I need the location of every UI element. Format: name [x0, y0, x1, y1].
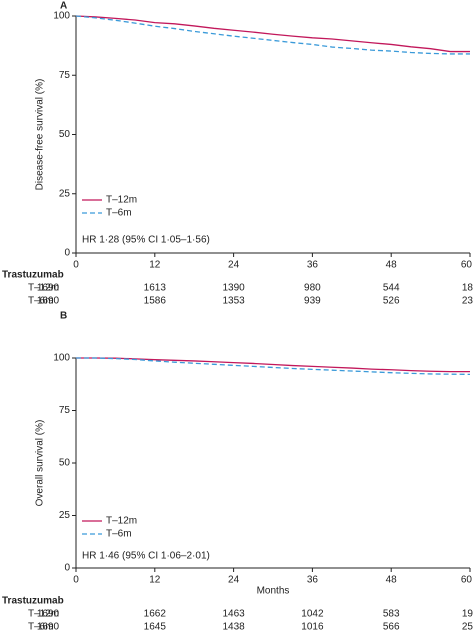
survival-curve	[76, 357, 470, 373]
y-tick-label: 25	[59, 510, 71, 521]
risk-count: 566	[383, 622, 400, 630]
risk-table-title: Trastuzumab	[2, 596, 64, 607]
risk-count: 1438	[222, 622, 245, 630]
annotation: HR 1·28 (95% CI 1·05–1·56)	[82, 235, 210, 246]
y-axis-label: Disease-free survival (%)	[35, 79, 46, 191]
x-tick-label: 12	[149, 260, 161, 271]
risk-count: 1390	[222, 283, 245, 294]
x-tick-label: 24	[228, 575, 240, 586]
risk-count: 583	[383, 609, 400, 620]
panel-label: B	[60, 311, 67, 322]
survival-curve	[75, 15, 470, 53]
y-tick-label: 0	[64, 563, 70, 574]
panel-label: A	[60, 1, 67, 12]
risk-count: 1645	[144, 622, 167, 630]
y-tick-label: 25	[59, 188, 71, 199]
risk-count: 526	[383, 296, 400, 307]
y-tick-label: 75	[59, 405, 71, 416]
y-tick-label: 100	[53, 11, 70, 22]
x-tick-label: 36	[307, 260, 319, 271]
risk-count: 1690	[37, 296, 60, 307]
x-tick-label: 0	[73, 575, 79, 586]
y-tick-label: 50	[59, 458, 71, 469]
y-tick-label: 0	[64, 248, 70, 259]
risk-count: 1586	[144, 296, 167, 307]
survival-curve	[76, 357, 471, 376]
risk-row-name: T–12m	[28, 609, 59, 620]
risk-count: 25	[462, 622, 474, 630]
risk-count: 980	[304, 283, 321, 294]
y-axis-label: Overall survival (%)	[35, 420, 46, 507]
x-axis-label: Months	[257, 586, 290, 597]
risk-count: 23	[462, 296, 474, 307]
legend-label: T–6m	[106, 529, 132, 540]
y-tick-label: 50	[59, 129, 71, 140]
legend-label: T–6m	[106, 208, 132, 219]
x-tick-label: 0	[73, 260, 79, 271]
risk-count: 1690	[37, 283, 60, 294]
survival-curve	[75, 15, 470, 55]
y-tick-label: 100	[53, 353, 70, 364]
risk-row-name: T–6m	[28, 296, 54, 307]
x-tick-label: 12	[149, 575, 161, 586]
risk-count: 1613	[144, 283, 167, 294]
risk-count: 18	[462, 283, 474, 294]
legend-label: T–12m	[106, 516, 137, 527]
risk-count: 1353	[222, 296, 245, 307]
x-tick-label: 24	[228, 260, 240, 271]
annotation: HR 1·46 (95% CI 1·06–2·01)	[82, 551, 210, 562]
x-tick-label: 60	[461, 260, 473, 271]
risk-count: 1662	[144, 609, 167, 620]
risk-row-name: T–12m	[28, 283, 59, 294]
risk-count: 1463	[222, 609, 245, 620]
risk-count: 939	[304, 296, 321, 307]
y-tick-label: 75	[59, 70, 71, 81]
risk-count: 1690	[37, 609, 60, 620]
risk-row-name: T–6m	[28, 622, 54, 630]
risk-count: 19	[462, 609, 474, 620]
x-tick-label: 36	[307, 575, 319, 586]
risk-count: 1042	[301, 609, 324, 620]
x-tick-label: 48	[386, 575, 398, 586]
legend-label: T–12m	[106, 195, 137, 206]
x-tick-label: 48	[386, 260, 398, 271]
risk-count: 1690	[37, 622, 60, 630]
risk-count: 1016	[301, 622, 324, 630]
risk-count: 544	[383, 283, 400, 294]
x-tick-label: 60	[461, 575, 473, 586]
risk-table-title: Trastuzumab	[2, 270, 64, 281]
